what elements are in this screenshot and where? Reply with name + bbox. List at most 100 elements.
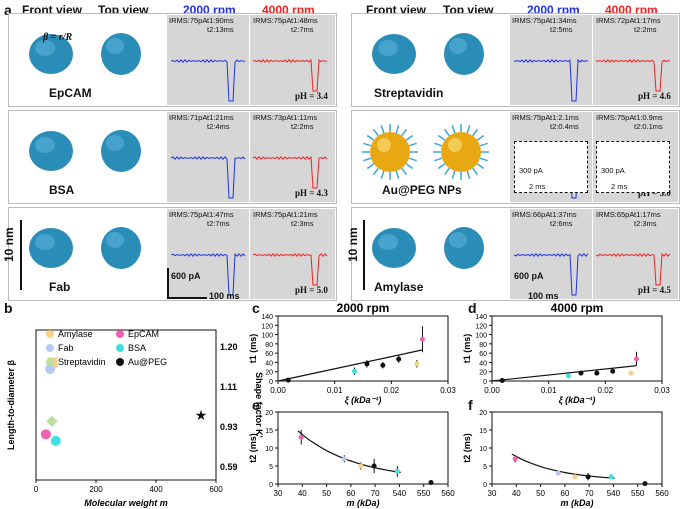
chart-e-ytick-label: 20 xyxy=(265,410,273,417)
protein-structure-icons xyxy=(29,33,141,75)
chart-f-xtick-label: 60 xyxy=(560,489,569,498)
stat-t2-2000: t2:4ms xyxy=(207,122,230,131)
chart-f-point xyxy=(572,474,578,480)
chart-e-xtick-label: 30 xyxy=(274,489,283,498)
chart-c-xtick-label: 0.02 xyxy=(384,386,400,395)
stat-t2-4000: t2:3ms xyxy=(634,219,657,228)
chart-d-xlabel: ξ (kDa⁻¹) xyxy=(559,395,596,405)
chart-c-ytick-label: 20 xyxy=(265,370,273,377)
legend-b-label: Au@PEG xyxy=(128,357,167,367)
chart-f-ytick-label: 20 xyxy=(479,410,487,417)
chart-d-ytick-label: 120 xyxy=(475,323,487,330)
stat-irms-2000: IRMS:71pA xyxy=(169,113,208,122)
chart-d-frame xyxy=(491,315,663,382)
chart-d-fit-line xyxy=(491,365,637,382)
protein-name: BSA xyxy=(49,183,75,197)
stat-t2-4000: t2:7ms xyxy=(291,25,314,34)
ph-value: pH = 4.6 xyxy=(638,91,671,101)
stat-irms-4000: IRMS:72pA xyxy=(596,16,635,25)
scale-bar-10nm-right xyxy=(363,220,365,290)
protein-panel: BSA IRMS:71pA t1:21ms t2:4ms IRMS:73pA t… xyxy=(8,110,337,204)
chart-f-xtick-label: 30 xyxy=(488,489,497,498)
chart-e-xtick-label: 550 xyxy=(417,489,431,498)
chart-c-ytick-label: 140 xyxy=(261,314,273,321)
chart-f-ytick-label: 0 xyxy=(483,482,487,489)
trace-divider xyxy=(592,112,593,202)
chart-c-ytick-label: 0 xyxy=(269,379,273,386)
chart-b-frame xyxy=(35,329,217,481)
chart-d-ytick-label: 100 xyxy=(475,333,487,340)
chart-b-y2tick-label: 1.11 xyxy=(220,382,237,392)
stat-t2-4000: t2:3ms xyxy=(291,219,314,228)
legend-b-marker xyxy=(46,358,54,366)
protein-panel: Au@PEG NPs IRMS:75pA t1:2.1ms t2:0.4ms I… xyxy=(351,110,680,204)
chart-c-point xyxy=(364,361,370,367)
chart-c-ytick-label: 40 xyxy=(265,360,273,367)
inset-4000rpm: 300 pA 2 ms xyxy=(596,141,670,193)
stat-t2-2000: t2:5ms xyxy=(550,25,573,34)
inset-current-label-2: 300 pA xyxy=(601,166,625,175)
panel-label-e: e xyxy=(252,397,260,413)
inset-2000rpm: 300 pA 2 ms xyxy=(514,141,588,193)
chart-e-ytick-label: 10 xyxy=(265,446,273,453)
chart-f-xtick-label: 550 xyxy=(631,489,645,498)
chart-b-xlabel: Molecular weight m xyxy=(84,498,168,508)
chart-b-ylabel: Length-to-diameter β xyxy=(6,360,16,450)
chart-f-ytick-label: 5 xyxy=(483,464,487,471)
stat-irms-2000: IRMS:66pA xyxy=(512,210,551,219)
chart-f-xtick-label: 560 xyxy=(655,489,669,498)
chart-b-y2tick-label: 0.59 xyxy=(220,462,238,472)
chart-c-title: 2000 rpm xyxy=(337,301,390,315)
chart-c-point xyxy=(420,336,425,342)
chart-f-xtick-label: 50 xyxy=(536,489,545,498)
chart-e-point xyxy=(371,463,377,469)
stat-t2-2000: t2:7ms xyxy=(207,219,230,228)
stat-t1-2000: t1:34ms xyxy=(550,16,577,25)
chart-d-point xyxy=(578,370,584,376)
current-trace-area: IRMS:71pA t1:21ms t2:4ms IRMS:73pA t1:11… xyxy=(167,112,335,202)
scale-label-pa-right: 600 pA xyxy=(514,271,544,281)
stat-t1-2000: t1:47ms xyxy=(207,210,234,219)
chart-f-ytick-label: 15 xyxy=(479,428,487,435)
stat-t2-2000: t2:13ms xyxy=(207,25,234,34)
chart-e-xtick-label: 60 xyxy=(346,489,355,498)
trace-4000rpm xyxy=(253,58,328,92)
scale-label-pa: 600 pA xyxy=(171,271,201,281)
stat-t2-4000: t2:0.1ms xyxy=(634,122,663,131)
stat-irms-2000: IRMS:75pA xyxy=(169,16,208,25)
legend-b-marker xyxy=(116,330,124,338)
chart-d-xtick-label: 0.01 xyxy=(541,386,557,395)
protein-panel: Fab IRMS:75pA t1:47ms t2:7ms IRMS:75pA t… xyxy=(8,207,337,301)
scale-bar-pa xyxy=(167,268,169,298)
trace-2000rpm xyxy=(171,59,246,102)
chart-c-ytick-label: 80 xyxy=(265,342,273,349)
chart-d-title: 4000 rpm xyxy=(551,301,604,315)
protein-panel: EpCAM IRMS:75pA t1:90ms t2:13ms IRMS:75p… xyxy=(8,13,337,107)
scale-label-10nm-right: 10 nm xyxy=(346,227,360,262)
stat-irms-4000: IRMS:75pA xyxy=(253,210,292,219)
chart-e-point xyxy=(428,480,434,486)
stat-t2-2000: t2:6ms xyxy=(550,219,573,228)
chart-c-xlabel: ξ (kDa⁻¹) xyxy=(345,395,382,405)
chart-e-point xyxy=(394,468,400,474)
chart-d-point xyxy=(499,378,505,384)
chart-e-xtick-label: 70 xyxy=(371,489,380,498)
trace-2000rpm xyxy=(514,58,589,102)
trace-divider xyxy=(249,15,250,105)
stat-irms-2000: IRMS:75pA xyxy=(512,113,551,122)
chart-c-frame xyxy=(277,315,449,382)
chart-e-fit-curve xyxy=(297,430,401,473)
protein-name: Streptavidin xyxy=(374,86,444,100)
panel-label-b: b xyxy=(4,300,13,316)
trace-4000rpm xyxy=(253,253,328,286)
legend-b-label: Fab xyxy=(58,343,74,353)
current-trace-area: IRMS:75pA t1:90ms t2:13ms IRMS:75pA t1:4… xyxy=(167,15,335,105)
ph-value: pH = 3.4 xyxy=(295,91,328,101)
scale-bar-ms xyxy=(167,297,207,299)
chart-c-point xyxy=(396,356,402,362)
scale-label-ms-right: 100 ms xyxy=(528,291,559,301)
protein-name: Amylase xyxy=(374,280,424,294)
chart-c-point xyxy=(414,361,420,367)
stat-t2-2000: t2:0.4ms xyxy=(550,122,579,131)
scale-label-ms: 100 ms xyxy=(209,291,240,301)
